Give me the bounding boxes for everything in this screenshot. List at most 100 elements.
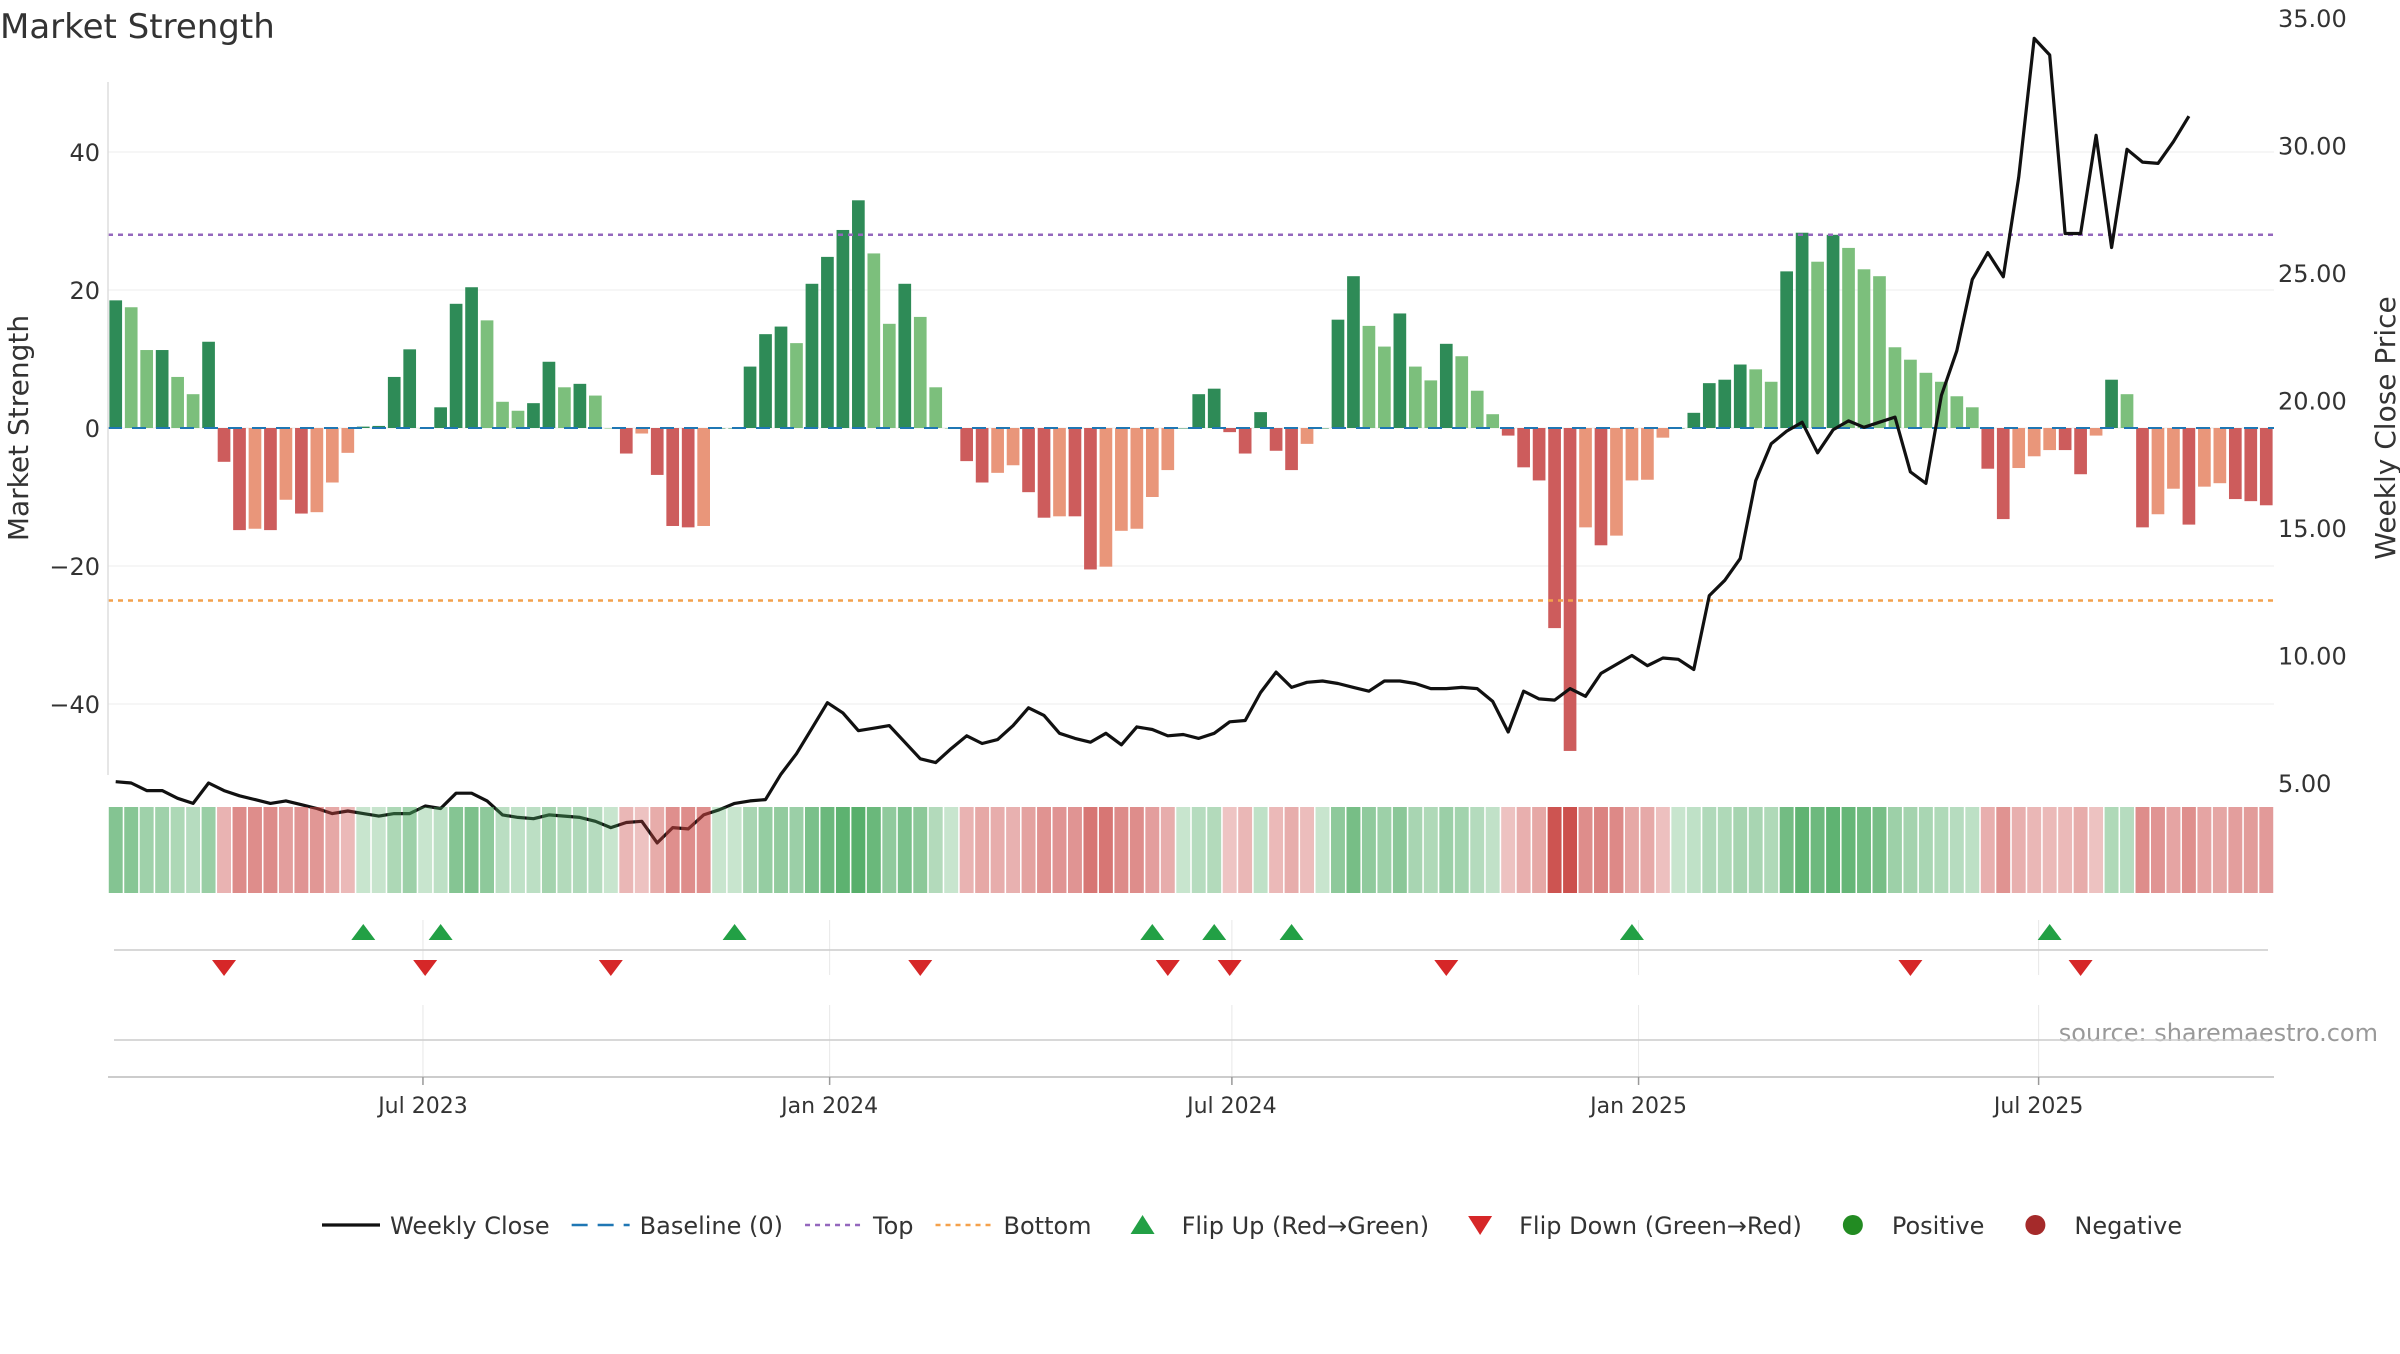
heat-cell bbox=[1269, 807, 1284, 893]
heat-cell bbox=[1191, 807, 1206, 893]
strength-bar bbox=[1037, 428, 1051, 518]
heat-cell bbox=[2104, 807, 2119, 893]
strength-bar bbox=[1733, 364, 1747, 428]
strength-bar bbox=[1192, 394, 1206, 428]
strength-bar bbox=[1378, 346, 1391, 428]
strength-bar bbox=[960, 428, 974, 462]
flip-up-marker bbox=[1140, 924, 1165, 940]
heat-cell bbox=[851, 807, 866, 893]
heat-cell bbox=[1315, 807, 1330, 893]
heat-cell bbox=[820, 807, 835, 893]
strength-bar bbox=[759, 334, 772, 428]
strength-bar bbox=[2136, 428, 2149, 528]
strength-bar bbox=[1068, 428, 1082, 517]
strength-bar bbox=[1223, 428, 1237, 433]
strength-bar bbox=[836, 229, 850, 428]
y2-tick-label: 25.00 bbox=[2278, 260, 2347, 288]
heat-cell bbox=[1006, 807, 1021, 893]
strength-bar bbox=[1610, 428, 1623, 536]
flip-down-marker bbox=[1217, 960, 1242, 976]
strength-bar bbox=[496, 401, 509, 428]
strength-bar bbox=[2151, 428, 2165, 515]
heat-cell bbox=[1083, 807, 1098, 893]
legend-item: Flip Up (Red→Green) bbox=[1130, 1212, 1429, 1240]
heat-cell bbox=[1671, 807, 1686, 893]
heat-cell bbox=[928, 807, 943, 893]
strength-bar bbox=[310, 428, 324, 513]
heat-cell bbox=[1021, 807, 1036, 893]
y-tick-label: 20 bbox=[69, 277, 100, 305]
strength-bar bbox=[1873, 276, 1886, 428]
heat-cell bbox=[1996, 807, 2011, 893]
heat-cell bbox=[1222, 807, 1237, 893]
heat-cell bbox=[186, 807, 201, 893]
strength-bar bbox=[480, 320, 494, 428]
y-tick-label: −20 bbox=[49, 553, 100, 581]
strength-bar bbox=[1795, 232, 1809, 428]
strength-bar bbox=[1981, 428, 1995, 469]
legend-label: Bottom bbox=[1004, 1212, 1092, 1240]
heat-cell bbox=[108, 807, 123, 893]
strength-bar bbox=[217, 428, 231, 462]
strength-bar bbox=[2027, 428, 2041, 457]
heat-cell bbox=[294, 807, 309, 893]
heat-cell bbox=[1594, 807, 1608, 893]
strength-bar bbox=[1331, 319, 1345, 428]
strength-bar bbox=[372, 425, 386, 428]
heat-cell bbox=[1578, 807, 1593, 893]
heat-cell bbox=[541, 807, 556, 893]
strength-bar bbox=[1099, 428, 1113, 567]
heat-cell bbox=[1624, 807, 1639, 893]
reference-lines bbox=[108, 233, 2274, 602]
heat-cell bbox=[1114, 807, 1129, 893]
heat-cell bbox=[248, 807, 262, 893]
strength-bar bbox=[1347, 276, 1360, 428]
heat-cell bbox=[2135, 807, 2150, 893]
y2-axis-label: Weekly Close Price bbox=[2369, 296, 2400, 559]
heat-cell bbox=[650, 807, 665, 893]
strength-bar bbox=[155, 350, 169, 428]
heat-cell bbox=[1857, 807, 1871, 893]
heat-cell bbox=[1934, 807, 1949, 893]
heat-cell bbox=[1037, 807, 1051, 893]
strength-bar bbox=[882, 323, 896, 428]
heat-cell bbox=[2027, 807, 2042, 893]
strength-bar bbox=[1053, 428, 1066, 517]
strength-bar bbox=[124, 307, 138, 428]
heat-cell bbox=[170, 807, 185, 893]
strength-bars bbox=[109, 200, 2273, 751]
heat-cell bbox=[1980, 807, 1995, 893]
heat-cell bbox=[278, 807, 293, 893]
heat-cell bbox=[1686, 807, 1701, 893]
strength-bar bbox=[697, 428, 710, 526]
strength-bar bbox=[171, 376, 184, 428]
strength-bar bbox=[264, 428, 277, 531]
y2-tick-label: 30.00 bbox=[2278, 133, 2347, 161]
strength-bar bbox=[898, 283, 912, 428]
flip-down-marker bbox=[908, 960, 933, 976]
strength-bar bbox=[1811, 261, 1824, 428]
heat-cell bbox=[371, 807, 386, 893]
y2-tick-label: 10.00 bbox=[2278, 643, 2347, 671]
heat-cell bbox=[681, 807, 696, 893]
heat-cell bbox=[1331, 807, 1345, 893]
strength-bar bbox=[913, 316, 927, 428]
heat-cell bbox=[2243, 807, 2258, 893]
heat-cell bbox=[1068, 807, 1082, 893]
strength-bar bbox=[1641, 428, 1654, 480]
legend-flip-up-swatch bbox=[1130, 1215, 1155, 1234]
flip-down-marker bbox=[1155, 960, 1180, 976]
heat-cell bbox=[2259, 807, 2274, 893]
flip-markers bbox=[114, 924, 2268, 976]
x-tick-label: Jul 2023 bbox=[376, 1094, 468, 1119]
heat-cell bbox=[619, 807, 634, 893]
heat-cell bbox=[804, 807, 819, 893]
strength-bar bbox=[341, 428, 355, 453]
legend-label: Top bbox=[872, 1212, 914, 1240]
strength-bar bbox=[681, 428, 695, 528]
heat-cell bbox=[480, 807, 495, 893]
legend-item: Top bbox=[805, 1212, 914, 1240]
strength-bar bbox=[1579, 428, 1592, 528]
